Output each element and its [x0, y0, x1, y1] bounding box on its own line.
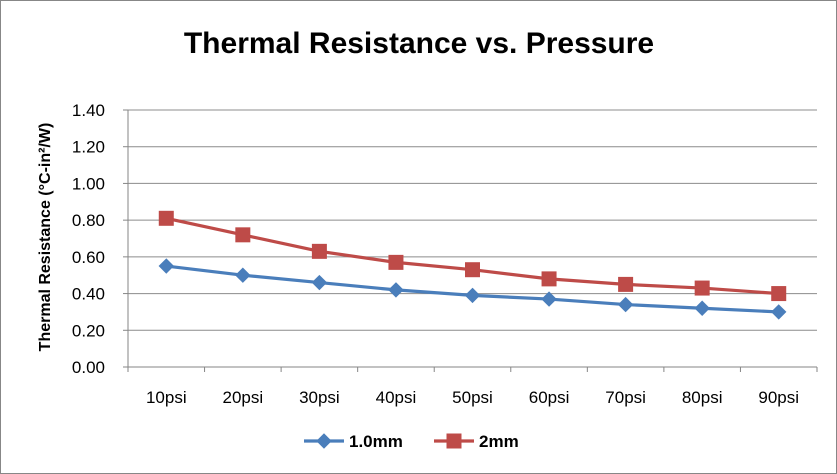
data-point	[311, 274, 328, 291]
legend-label: 2mm	[479, 432, 519, 451]
data-point	[235, 227, 251, 243]
x-tick-label: 40psi	[376, 388, 417, 407]
x-tick-label: 20psi	[223, 388, 264, 407]
data-point	[158, 258, 174, 274]
y-tick-label: 0.60	[72, 248, 105, 267]
data-point	[158, 210, 174, 226]
legend: 1.0mm 2mm	[304, 432, 519, 451]
legend-marker	[446, 433, 462, 449]
y-tick-label: 0.40	[72, 285, 105, 304]
data-point	[617, 296, 634, 313]
data-point	[388, 282, 404, 298]
legend-label: 1.0mm	[349, 432, 403, 451]
x-tick-label: 90psi	[758, 388, 799, 407]
plot-series	[158, 210, 787, 320]
x-tick-label: 10psi	[146, 388, 187, 407]
y-tick-label: 0.00	[72, 358, 105, 377]
y-tick-labels: 0.00 0.20 0.40 0.60 0.80 1.00 1.20 1.40	[72, 101, 105, 377]
data-point	[618, 276, 634, 292]
y-tick-label: 1.40	[72, 101, 105, 120]
data-point	[235, 267, 251, 283]
series-1-0mm	[158, 258, 787, 320]
y-tick-label: 1.00	[72, 174, 105, 193]
data-point	[694, 280, 710, 296]
data-point	[388, 254, 404, 270]
grid-lines	[123, 109, 818, 372]
x-tick-labels: 10psi 20psi 30psi 40psi 50psi 60psi 70psi 80psi…	[146, 388, 799, 407]
legend-marker	[316, 433, 332, 449]
legend-item: 1.0mm	[304, 432, 403, 451]
data-point	[464, 287, 481, 304]
data-point	[541, 271, 557, 287]
data-point	[541, 291, 557, 307]
x-tick-label: 80psi	[682, 388, 723, 407]
x-tick-label: 30psi	[299, 388, 340, 407]
data-point	[694, 300, 710, 316]
series-2mm	[158, 210, 787, 302]
chart-title: Thermal Resistance vs. Pressure	[184, 27, 654, 60]
y-tick-label: 0.80	[72, 211, 105, 230]
y-tick-label: 0.20	[72, 321, 105, 340]
x-tick-label: 70psi	[605, 388, 646, 407]
data-point	[771, 286, 787, 302]
x-tick-label: 60psi	[529, 388, 570, 407]
data-point	[311, 243, 327, 259]
y-axis-title: Thermal Resistance (°C-in²/W)	[37, 123, 54, 352]
data-point	[771, 304, 787, 320]
legend-item: 2mm	[434, 432, 519, 451]
series-line	[165, 216, 779, 296]
y-tick-label: 1.20	[72, 138, 105, 157]
x-tick-label: 50psi	[452, 388, 493, 407]
data-point	[465, 262, 480, 278]
